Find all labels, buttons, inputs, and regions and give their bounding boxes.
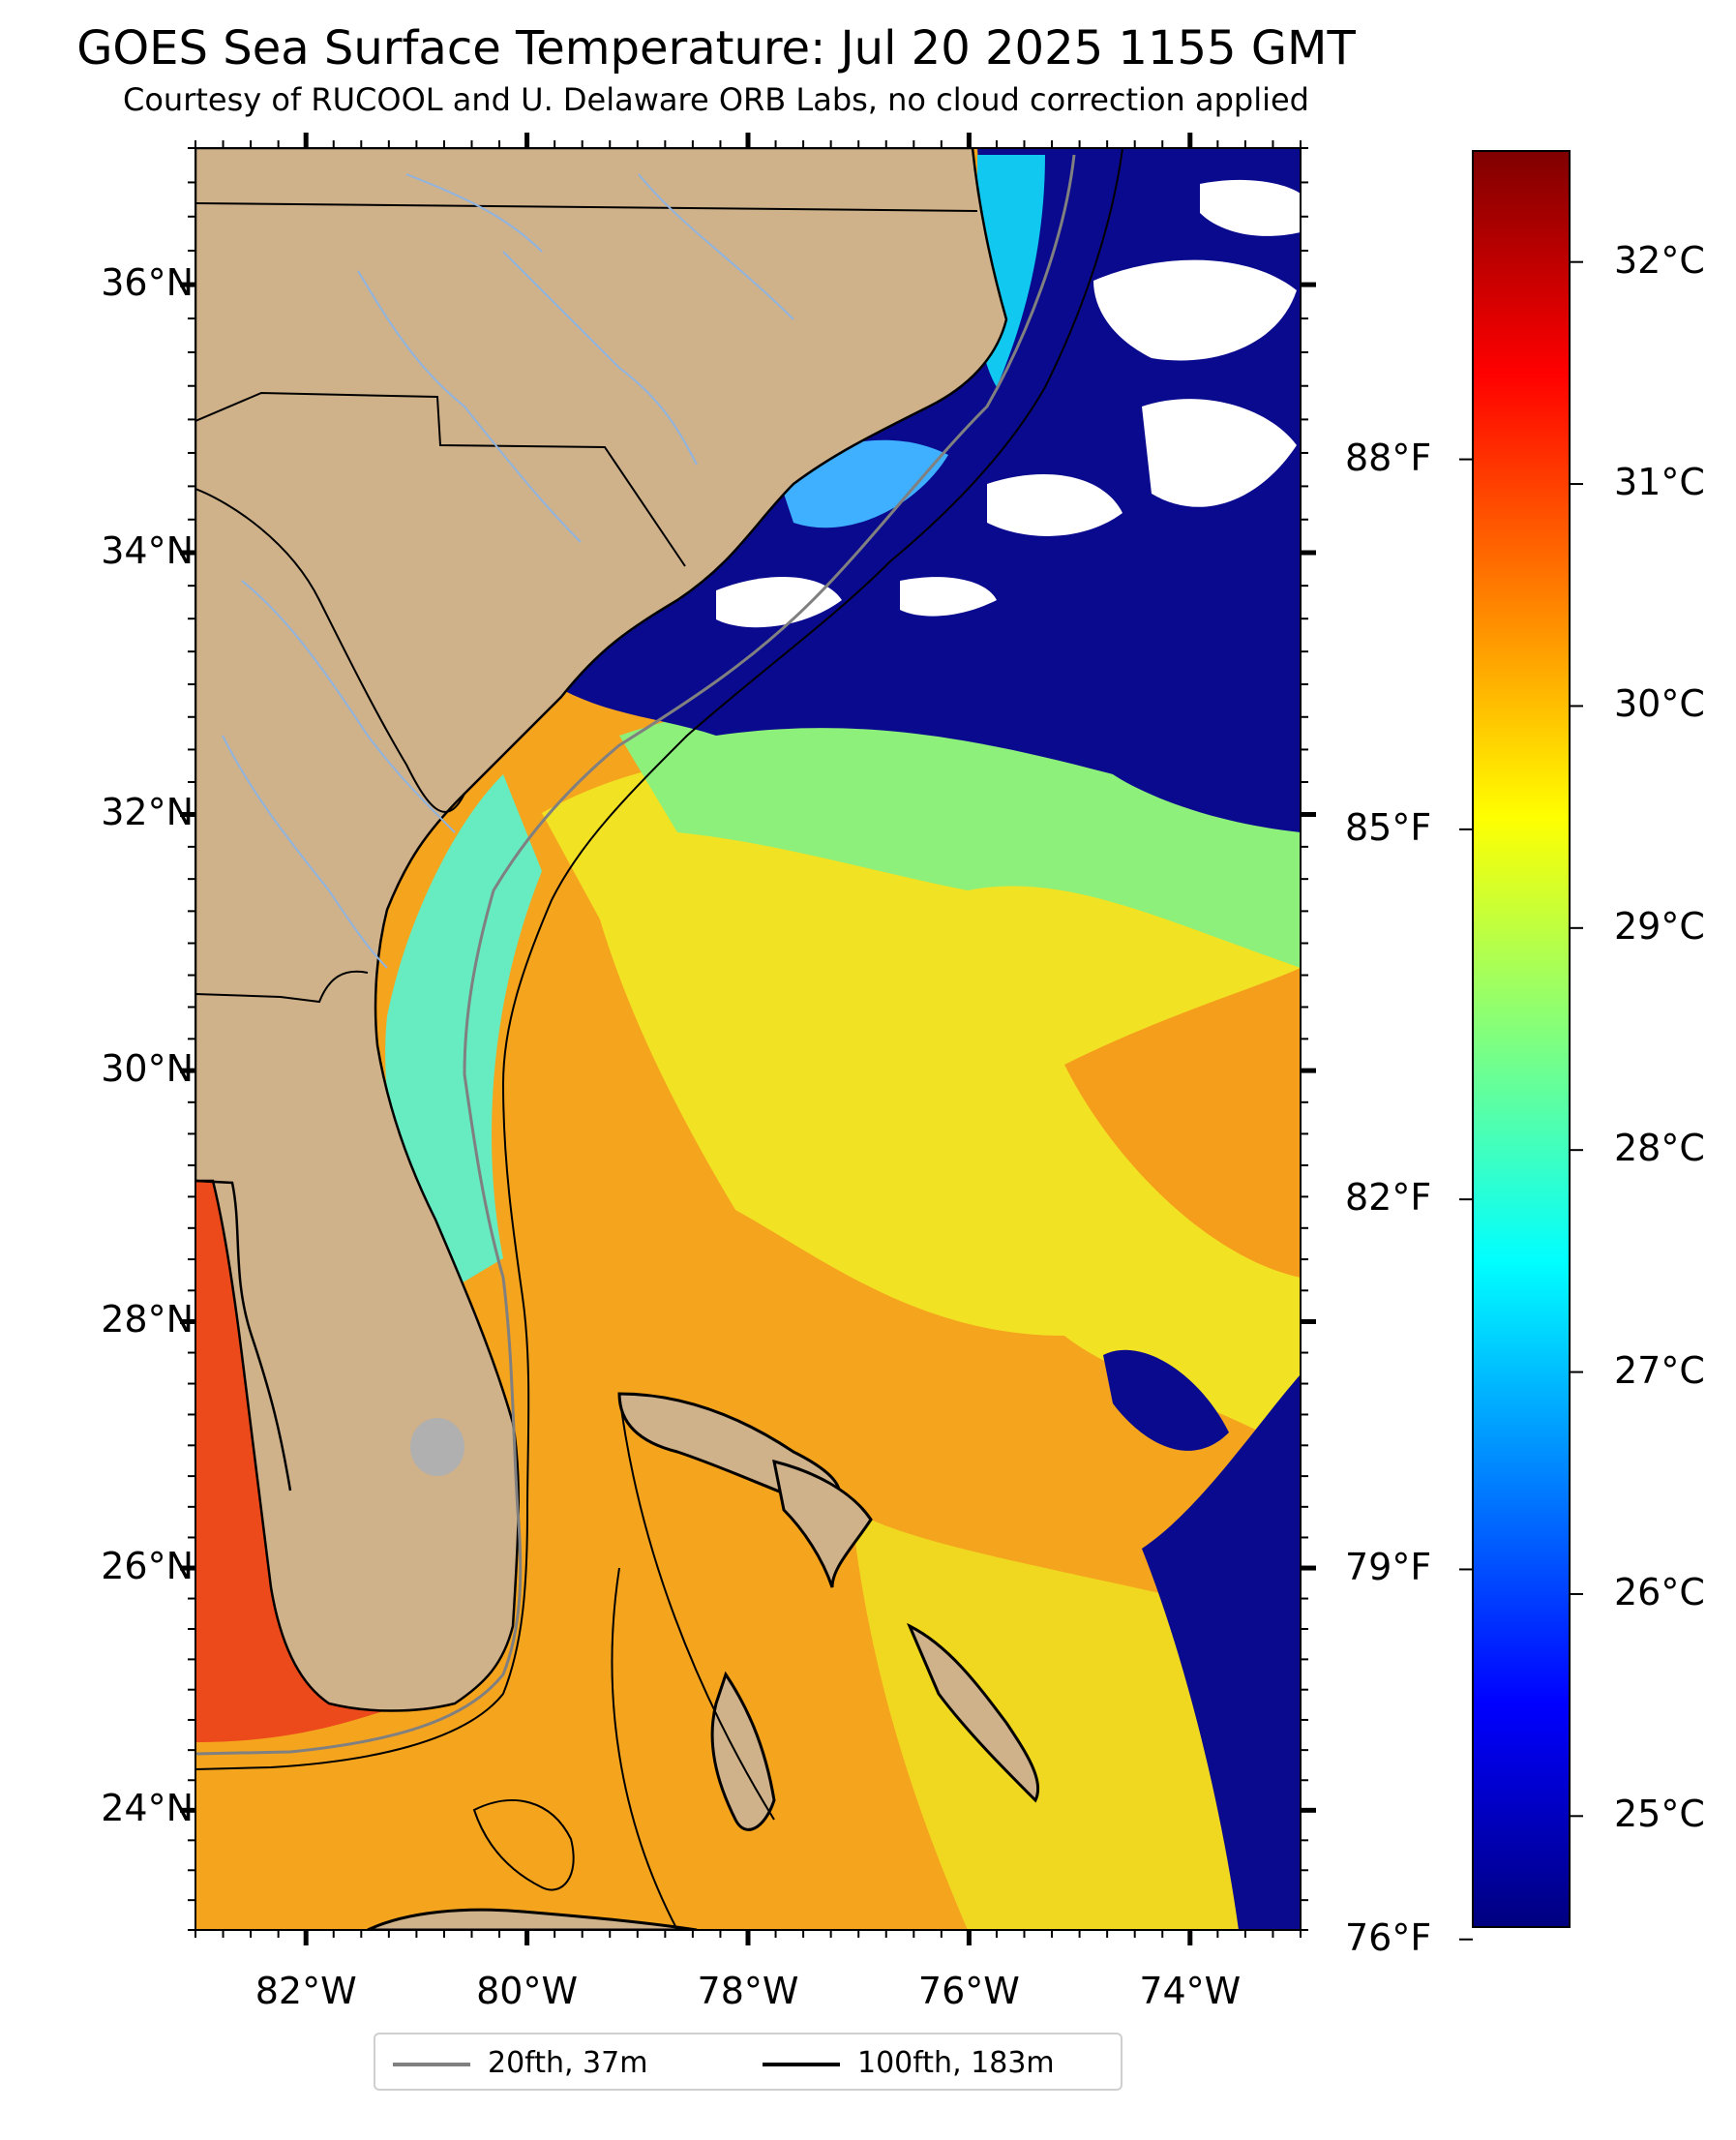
ocean-green-coast [385,774,542,1287]
lon-tick-label: 78°W [697,1970,799,2012]
river-1 [357,270,582,543]
border-nc-sc [195,391,686,567]
map-area [195,148,1301,1930]
fahrenheit-tick-label: 76°F [1345,1915,1432,1959]
land-abaco [772,1459,873,1588]
legend-swatch-20fth [393,2063,470,2066]
legend-label-100fth: 100fth, 183m [857,2046,1055,2080]
map-ticks [180,133,1316,1945]
lon-tick-label: 80°W [476,1970,579,2012]
lat-tick-label: 28°N [101,1298,194,1341]
river-5 [222,735,388,969]
cloud-mass-2 [1093,259,1297,361]
river-4 [241,580,456,833]
river-2 [502,251,698,466]
map-title: GOES Sea Surface Temperature: Jul 20 202… [76,21,1356,75]
river-6 [638,173,794,320]
celsius-tick-label: 32°C [1614,238,1705,282]
bank-outline-cay-sal [472,1799,575,1891]
lake-okeechobee [410,1418,464,1476]
cloud-mass-6 [900,577,997,617]
colorbar-ticks [1459,260,1583,1941]
lat-tick-label: 32°N [101,791,194,834]
land-eleuthera [907,1622,1040,1803]
lat-tick-label: 26°N [101,1545,194,1588]
cloud-mass-5 [716,577,842,628]
legend-label-20fth: 20fth, 37m [488,2046,648,2080]
map-subtitle: Courtesy of RUCOOL and U. Delaware ORB L… [123,81,1309,118]
lon-tick-label: 76°W [917,1970,1020,2012]
land-us-southeast [195,148,1008,1712]
celsius-tick-label: 29°C [1614,904,1705,948]
cloud-mass-4 [987,474,1122,536]
ocean-cold-southeast-2 [1103,1349,1229,1451]
celsius-tick-label: 28°C [1614,1127,1705,1170]
ocean-yellow-region [542,752,1301,1452]
ocean-cold-southeast [1142,1278,1301,1930]
bank-outline-great [611,1567,678,1930]
lat-tick-label: 34°N [101,529,194,572]
isobath-20fth [195,154,1076,1756]
celsius-tick-label: 31°C [1614,461,1705,504]
river-3 [405,173,543,253]
land-gulf-coast-outline [195,1179,292,1492]
cloud-mass-3 [1142,399,1297,507]
legend-swatch-100fth [763,2063,840,2066]
fahrenheit-tick-label: 85°F [1345,805,1432,849]
lat-tick-label: 30°N [101,1047,194,1091]
celsius-tick-label: 25°C [1614,1793,1705,1836]
celsius-tick-label: 27°C [1614,1348,1705,1392]
bank-outline-bahama [618,1393,775,1821]
celsius-tick-label: 30°C [1614,682,1705,726]
border-sc-ga [195,488,465,813]
fahrenheit-tick-label: 82°F [1345,1176,1432,1220]
lon-tick-label: 82°W [254,1970,357,2012]
land-cuba [367,1908,698,1930]
fahrenheit-tick-label: 88°F [1345,436,1432,479]
lon-tick-label: 74°W [1139,1970,1242,2012]
ocean-orange-east [1064,968,1301,1278]
isobath-legend: 20fth, 37m 100fth, 183m [374,2033,1122,2091]
lat-tick-label: 36°N [101,261,194,305]
land-andros [710,1671,776,1831]
isobath-100fth [195,148,1123,1770]
lat-tick-label: 24°N [101,1787,194,1830]
cloud-mass-1 [1200,179,1301,236]
border-ga-fl [195,970,369,1004]
celsius-tick-label: 26°C [1614,1570,1705,1613]
border-va-nc [195,202,978,212]
fahrenheit-tick-label: 79°F [1345,1546,1432,1589]
colorbar [1472,150,1571,1928]
